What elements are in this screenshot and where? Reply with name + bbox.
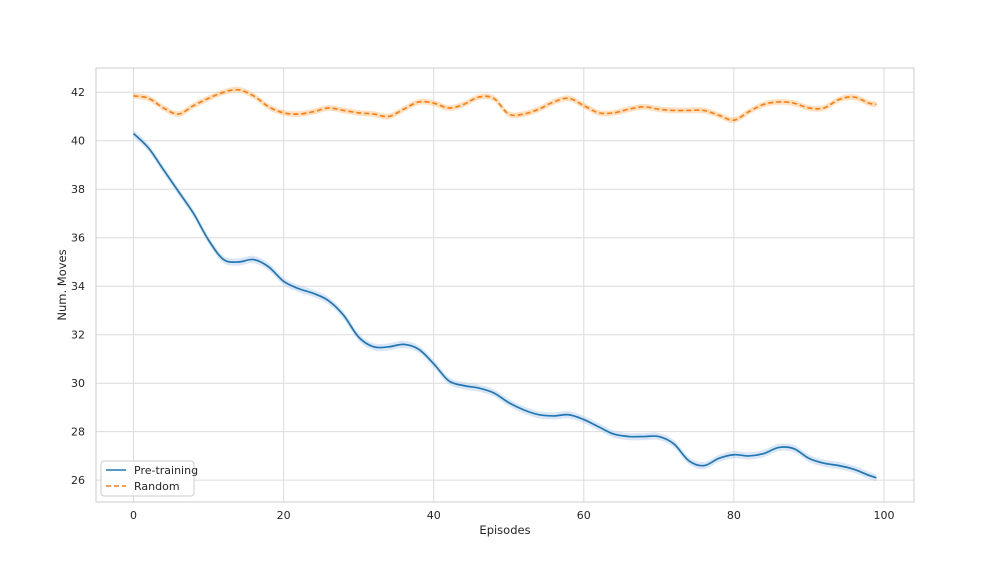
x-tick-label: 60	[577, 509, 591, 522]
legend-label-pre-training: Pre-training	[134, 464, 198, 477]
series-line-0	[132, 132, 877, 479]
series-lines	[132, 88, 877, 479]
x-tick-label: 100	[873, 509, 894, 522]
y-axis-label: Num. Moves	[55, 249, 69, 320]
x-tick-label: 40	[427, 509, 441, 522]
y-tick-label: 30	[71, 377, 85, 390]
legend-label-random: Random	[134, 480, 180, 493]
y-tick-label: 34	[71, 280, 85, 293]
y-tick-labels: 26 28 30 32 34 36 38 40 42	[71, 86, 85, 487]
x-tick-label: 80	[727, 509, 741, 522]
x-tick-labels: 0 20 40 60 80 100	[130, 509, 894, 522]
y-tick-label: 32	[71, 329, 85, 342]
y-tick-label: 28	[71, 426, 85, 439]
legend: Pre-training Random	[100, 460, 198, 497]
y-tick-label: 36	[71, 232, 85, 245]
y-tick-label: 26	[71, 474, 85, 487]
series-line-1	[133, 88, 877, 122]
y-tick-label: 42	[71, 86, 85, 99]
plot-frame	[95, 67, 915, 503]
grid-lines	[96, 68, 914, 502]
x-tick-label: 20	[277, 509, 291, 522]
plot-background	[96, 68, 914, 502]
y-tick-label: 40	[71, 135, 85, 148]
x-axis-label: Episodes	[479, 523, 530, 537]
x-tick-label: 0	[130, 509, 137, 522]
y-tick-label: 38	[71, 183, 85, 196]
